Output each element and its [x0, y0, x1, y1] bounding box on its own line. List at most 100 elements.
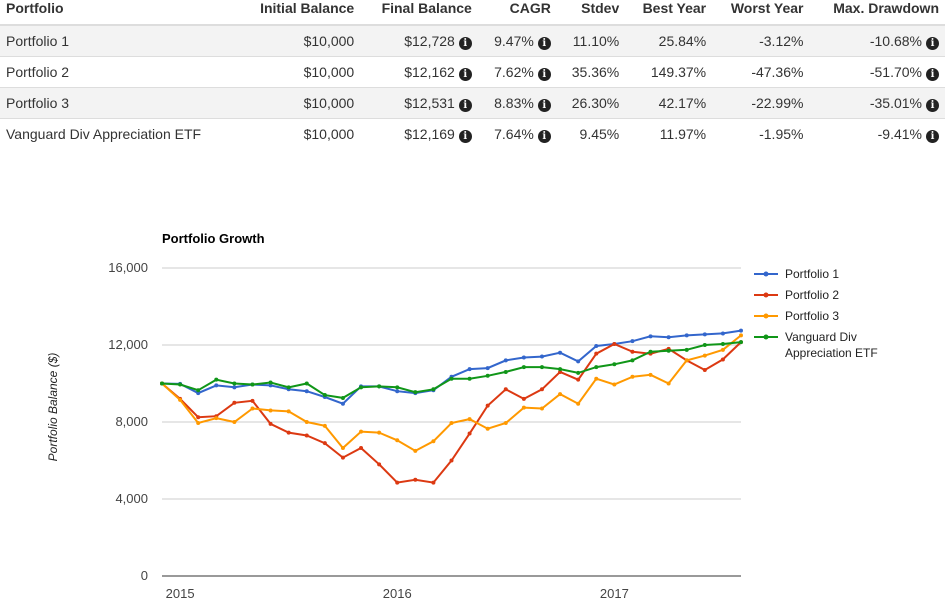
data-point[interactable] — [340, 455, 345, 460]
data-point[interactable] — [304, 389, 309, 394]
info-circle-icon[interactable]: i — [458, 36, 472, 50]
data-point[interactable] — [503, 420, 508, 425]
data-point[interactable] — [214, 377, 219, 382]
data-point[interactable] — [449, 458, 454, 463]
data-point[interactable] — [630, 339, 635, 344]
data-point[interactable] — [648, 372, 653, 377]
data-point[interactable] — [684, 347, 689, 352]
data-point[interactable] — [485, 373, 490, 378]
data-point[interactable] — [431, 387, 436, 392]
data-point[interactable] — [666, 381, 671, 386]
data-point[interactable] — [322, 441, 327, 446]
data-point[interactable] — [630, 349, 635, 354]
data-point[interactable] — [196, 415, 201, 420]
data-point[interactable] — [666, 348, 671, 353]
data-point[interactable] — [232, 385, 237, 390]
data-point[interactable] — [250, 398, 255, 403]
info-circle-icon[interactable]: i — [926, 129, 939, 143]
data-point[interactable] — [702, 332, 707, 337]
data-point[interactable] — [684, 358, 689, 363]
data-point[interactable] — [612, 342, 617, 347]
data-point[interactable] — [395, 385, 400, 390]
data-point[interactable] — [322, 423, 327, 428]
data-point[interactable] — [304, 381, 309, 386]
header-portfolio[interactable]: Portfolio — [0, 0, 239, 26]
data-point[interactable] — [594, 351, 599, 356]
data-point[interactable] — [558, 392, 563, 397]
data-point[interactable] — [521, 396, 526, 401]
data-point[interactable] — [539, 387, 544, 392]
data-point[interactable] — [684, 333, 689, 338]
data-point[interactable] — [485, 426, 490, 431]
data-point[interactable] — [196, 388, 201, 393]
data-point[interactable] — [467, 431, 472, 436]
data-point[interactable] — [268, 421, 273, 426]
data-point[interactable] — [576, 377, 581, 382]
data-point[interactable] — [449, 420, 454, 425]
data-point[interactable] — [594, 376, 599, 381]
data-point[interactable] — [558, 369, 563, 374]
data-point[interactable] — [467, 417, 472, 422]
data-point[interactable] — [612, 382, 617, 387]
data-point[interactable] — [413, 448, 418, 453]
data-point[interactable] — [304, 420, 309, 424]
header-best-year[interactable]: Best Year — [625, 0, 713, 26]
data-point[interactable] — [594, 343, 599, 348]
info-circle-icon[interactable]: i — [537, 98, 551, 112]
data-point[interactable] — [576, 401, 581, 406]
data-point[interactable] — [467, 367, 472, 372]
data-point[interactable] — [503, 387, 508, 392]
data-point[interactable] — [576, 359, 581, 364]
data-point[interactable] — [413, 477, 418, 482]
data-point[interactable] — [485, 403, 490, 408]
info-circle-icon[interactable]: i — [926, 36, 939, 50]
data-point[interactable] — [576, 370, 581, 375]
data-point[interactable] — [413, 390, 418, 395]
data-point[interactable] — [449, 376, 454, 381]
data-point[interactable] — [630, 358, 635, 363]
data-point[interactable] — [340, 401, 345, 406]
info-circle-icon[interactable]: i — [458, 129, 472, 143]
data-point[interactable] — [666, 335, 671, 340]
info-circle-icon[interactable]: i — [458, 67, 472, 81]
data-point[interactable] — [720, 331, 725, 336]
data-point[interactable] — [377, 430, 382, 435]
data-point[interactable] — [648, 349, 653, 354]
data-point[interactable] — [214, 416, 219, 421]
data-point[interactable] — [196, 391, 201, 396]
data-point[interactable] — [395, 438, 400, 443]
data-point[interactable] — [521, 355, 526, 360]
data-point[interactable] — [232, 420, 237, 424]
legend-item[interactable]: Portfolio 3 — [754, 309, 839, 323]
data-point[interactable] — [485, 366, 490, 371]
data-point[interactable] — [268, 380, 273, 385]
data-point[interactable] — [377, 384, 382, 389]
legend-item[interactable]: Portfolio 2 — [754, 288, 839, 302]
data-point[interactable] — [539, 354, 544, 359]
data-point[interactable] — [196, 420, 201, 425]
data-point[interactable] — [558, 367, 563, 372]
data-point[interactable] — [359, 429, 364, 434]
info-circle-icon[interactable]: i — [926, 67, 939, 81]
data-point[interactable] — [521, 405, 526, 410]
info-circle-icon[interactable]: i — [458, 98, 472, 112]
info-circle-icon[interactable]: i — [537, 129, 551, 143]
data-point[interactable] — [160, 381, 164, 386]
data-point[interactable] — [521, 365, 526, 370]
data-point[interactable] — [232, 381, 237, 386]
data-point[interactable] — [739, 333, 743, 338]
data-point[interactable] — [648, 334, 653, 339]
data-point[interactable] — [286, 409, 291, 414]
data-point[interactable] — [539, 406, 544, 411]
header-max-drawdown[interactable]: Max. Drawdown — [809, 0, 945, 26]
info-circle-icon[interactable]: i — [537, 67, 551, 81]
info-circle-icon[interactable]: i — [537, 36, 551, 50]
data-point[interactable] — [178, 382, 183, 387]
data-point[interactable] — [467, 376, 472, 381]
data-point[interactable] — [431, 480, 436, 485]
data-point[interactable] — [739, 328, 743, 333]
data-point[interactable] — [359, 445, 364, 450]
data-point[interactable] — [594, 365, 599, 370]
data-point[interactable] — [377, 462, 382, 467]
data-point[interactable] — [340, 395, 345, 400]
